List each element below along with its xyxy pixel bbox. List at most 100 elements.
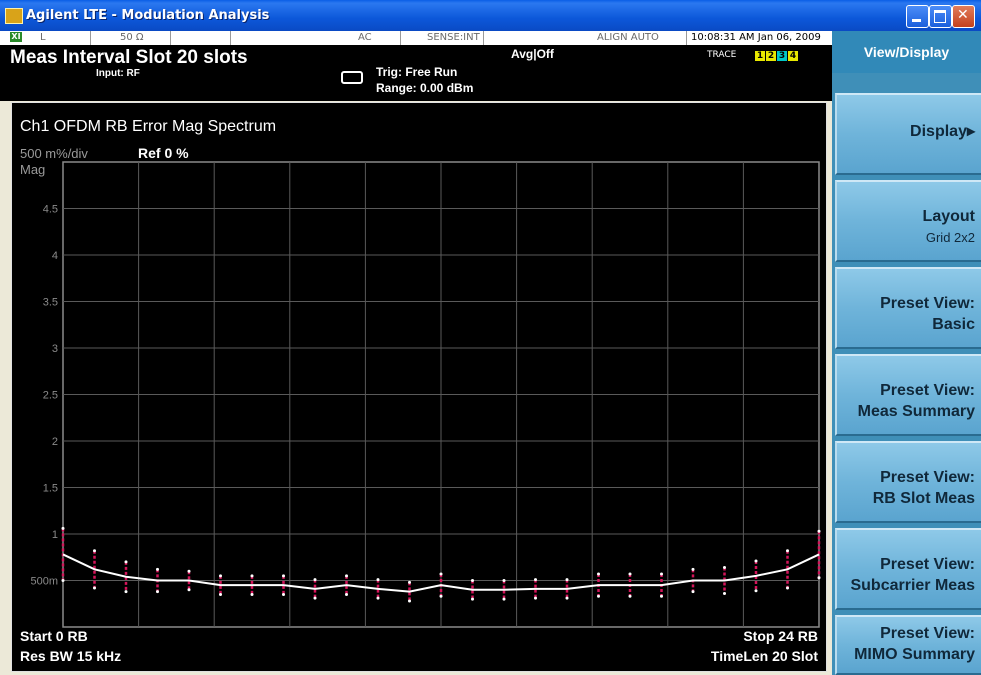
error-bar-min-point (723, 592, 726, 596)
error-bar-min-point (439, 594, 443, 598)
y-tick-label: 4 (52, 250, 58, 262)
avg-trace (62, 553, 820, 593)
softkey-label: Layout (922, 208, 975, 225)
error-bar-max-point (376, 578, 380, 582)
maximize-button[interactable] (929, 5, 952, 28)
res-bw-label: Res BW 15 kHz (20, 648, 121, 664)
error-bar-min-point (345, 592, 348, 596)
softkey-menu-title: View/Display (832, 31, 981, 73)
error-bar-min-point (691, 590, 695, 594)
error-bar-max-point (628, 572, 632, 576)
error-mag-chart: Ch1 OFDM RB Error Mag Spectrum 500 m%/di… (20, 118, 821, 664)
error-bar-max-point (754, 559, 758, 563)
stop-label: Stop 24 RB (743, 628, 818, 644)
y-tick-label: 500m (30, 576, 58, 588)
error-bar-max-point (502, 579, 506, 582)
error-bar-max-point (439, 572, 443, 576)
trace-line (62, 553, 820, 593)
error-bar-min-point (565, 596, 569, 600)
scale-label: 500 m%/div (20, 146, 88, 161)
error-bar-max-point (156, 567, 159, 571)
softkey-label: Preset View: (880, 295, 975, 312)
trigger-label: Trig: Free Run (376, 65, 458, 79)
divider (170, 31, 171, 45)
error-bar-max-point (124, 560, 128, 564)
error-bar-max-point (597, 572, 600, 576)
y-tick-label: 2 (52, 436, 58, 448)
softkey-label: Preset View: (880, 382, 975, 399)
trace-3-indicator: 3 (777, 51, 787, 61)
error-bar-max-point (93, 549, 96, 553)
error-bar-min-point (754, 589, 758, 593)
error-bar-max-point (313, 578, 317, 582)
y-tick-label: 3 (52, 343, 58, 355)
softkey-display[interactable]: Display▸ (835, 93, 981, 175)
chart-grid (62, 161, 820, 628)
softkey-layout[interactable]: Layout Grid 2x2 (835, 180, 981, 262)
error-bar-max-point (187, 569, 191, 573)
window-title: Agilent LTE - Modulation Analysis (26, 8, 270, 23)
error-bar-max-point (345, 574, 348, 578)
softkey-preset-basic[interactable]: Preset View: Basic (835, 267, 981, 349)
y-tick-label: 1 (52, 529, 58, 541)
softkey-label: Preset View: (880, 625, 975, 642)
ref-label: Ref 0 % (138, 145, 189, 161)
softkey-label: Display▸ (910, 123, 975, 140)
y-axis-label: Mag (20, 162, 45, 177)
softkey-value: Subcarrier Meas (850, 577, 975, 594)
y-tick-labels: 4.5 4 3.5 3 2.5 2 1.5 1 500m (30, 204, 58, 588)
softkey-preset-subcarrier-meas[interactable]: Preset View: Subcarrier Meas (835, 528, 981, 610)
coupling-label: L (40, 32, 46, 43)
measurement-status-bar: XI L 50 Ω AC SENSE:INT ALIGN AUTO 10:08:… (0, 31, 832, 101)
error-bar-min-point (786, 586, 789, 590)
coupling-ac-label: AC (358, 32, 372, 43)
error-bar-min-point (187, 588, 191, 592)
error-bar-min-point (282, 592, 285, 596)
error-bar-max-point (723, 565, 726, 569)
error-bar-min-point (156, 590, 159, 594)
avg-label: Avg|Off (511, 47, 554, 61)
error-bar-min-point (660, 594, 663, 598)
error-bar-max-point (691, 567, 695, 571)
y-tick-label: 2.5 (43, 390, 58, 402)
error-bar-max-point (660, 572, 663, 576)
softkey-preset-meas-summary[interactable]: Preset View: Meas Summary (835, 354, 981, 436)
error-bar-max-point (61, 526, 65, 530)
divider (90, 31, 91, 45)
error-bar-min-point (124, 590, 128, 594)
error-bar-max-point (565, 578, 569, 582)
error-bar-min-point (597, 594, 600, 598)
meas-interval-label: Meas Interval Slot 20 slots (10, 47, 248, 68)
y-tick-label: 1.5 (43, 483, 58, 495)
softkey-value: Grid 2x2 (925, 230, 975, 245)
impedance-label: 50 Ω (120, 32, 144, 43)
softkey-label: Preset View: (880, 556, 975, 573)
sense-label: SENSE:INT (427, 32, 480, 43)
minimize-button[interactable] (906, 5, 929, 28)
error-bar-max-point (817, 529, 821, 533)
range-label: Range: 0.00 dBm (376, 81, 474, 95)
trigger-icon (341, 71, 363, 84)
timelen-label: TimeLen 20 Slot (711, 648, 818, 664)
error-bar-min-point (534, 596, 537, 600)
softkey-value: Meas Summary (857, 403, 975, 420)
error-bar-max-point (282, 574, 285, 578)
error-bar-max-point (408, 580, 411, 584)
error-bar-min-point (313, 596, 317, 600)
trace-window[interactable]: Ch1 OFDM RB Error Mag Spectrum 500 m%/di… (11, 102, 827, 672)
divider (400, 31, 401, 45)
softkey-preset-mimo-summary[interactable]: Preset View: MIMO Summary (835, 615, 981, 675)
error-bar-max-point (219, 574, 222, 578)
error-bar-max-point (534, 578, 537, 582)
window-titlebar: Agilent LTE - Modulation Analysis (0, 0, 981, 31)
y-tick-label: 3.5 (43, 297, 58, 309)
softkey-preset-rb-slot-meas[interactable]: Preset View: RB Slot Meas (835, 441, 981, 523)
error-bar-min-point (93, 586, 96, 590)
chart-title: Ch1 OFDM RB Error Mag Spectrum (20, 118, 276, 135)
divider (483, 31, 484, 45)
close-button[interactable] (952, 5, 975, 28)
error-bar-min-point (471, 597, 474, 601)
start-label: Start 0 RB (20, 628, 88, 644)
status-row: XI L 50 Ω AC SENSE:INT ALIGN AUTO 10:08:… (0, 31, 832, 45)
error-bar-min-point (219, 592, 222, 596)
